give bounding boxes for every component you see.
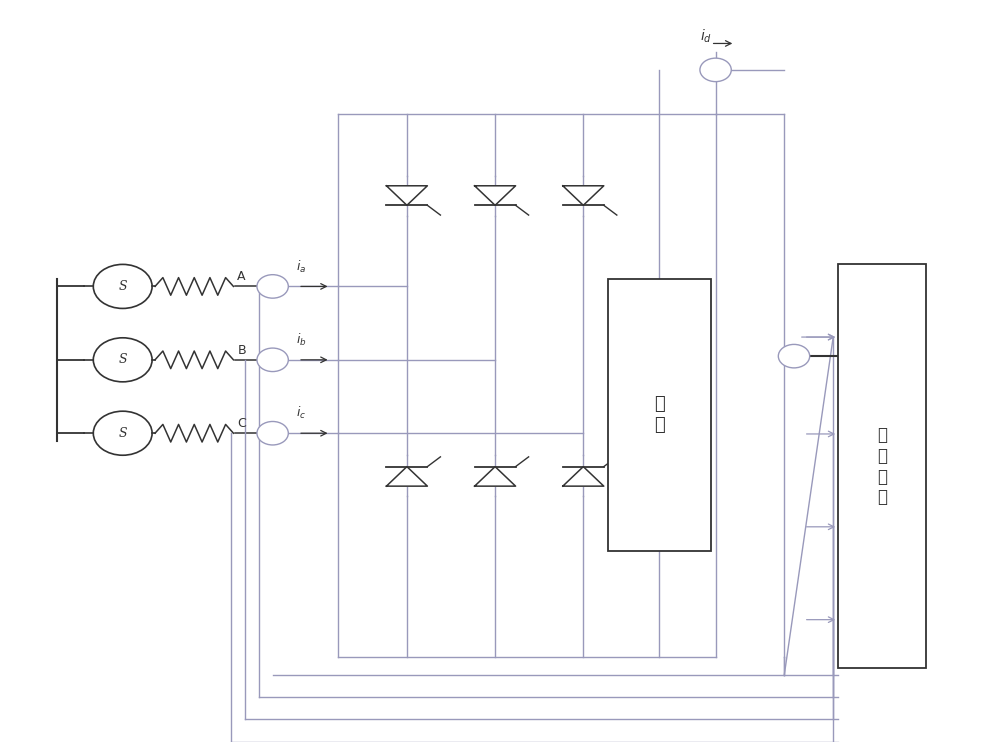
Text: $i_d$: $i_d$ bbox=[700, 28, 712, 45]
Text: B: B bbox=[237, 344, 246, 357]
Polygon shape bbox=[563, 467, 604, 486]
Text: 负
载: 负 载 bbox=[654, 395, 665, 434]
Polygon shape bbox=[386, 467, 427, 486]
Polygon shape bbox=[563, 186, 604, 205]
Bar bbox=[608, 279, 711, 551]
Polygon shape bbox=[386, 186, 427, 205]
Circle shape bbox=[257, 348, 288, 372]
Text: C: C bbox=[237, 417, 246, 430]
Circle shape bbox=[700, 58, 731, 82]
Polygon shape bbox=[475, 467, 516, 486]
Text: $i_b$: $i_b$ bbox=[296, 332, 307, 348]
Text: S: S bbox=[118, 280, 127, 293]
Text: A: A bbox=[237, 270, 246, 283]
Text: 诊
断
装
置: 诊 断 装 置 bbox=[877, 426, 887, 506]
Circle shape bbox=[257, 275, 288, 298]
Bar bbox=[838, 264, 926, 668]
Text: CT: CT bbox=[870, 347, 892, 366]
Text: $i_a$: $i_a$ bbox=[296, 258, 306, 275]
Circle shape bbox=[778, 345, 810, 368]
Polygon shape bbox=[475, 186, 516, 205]
Text: S: S bbox=[118, 427, 127, 440]
Circle shape bbox=[257, 422, 288, 445]
Text: S: S bbox=[118, 354, 127, 366]
Text: $i_c$: $i_c$ bbox=[296, 405, 306, 422]
